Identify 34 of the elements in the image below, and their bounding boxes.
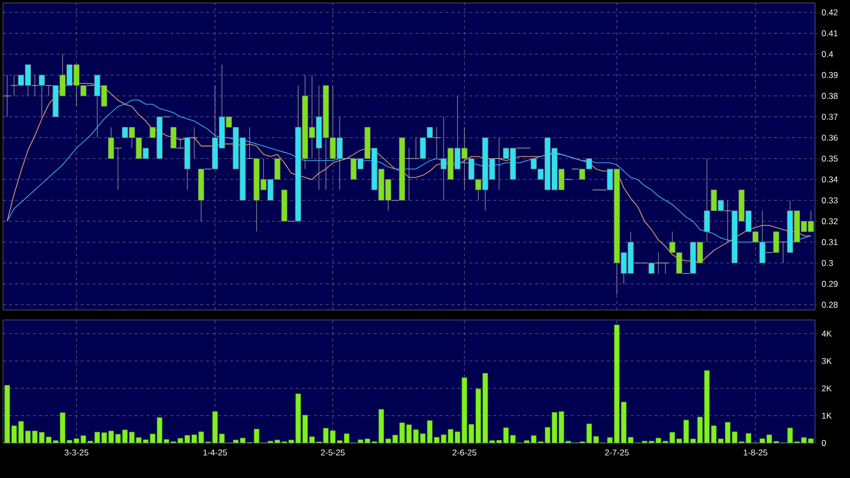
y-tick-label: 0.39 (822, 72, 838, 78)
y-tick-label: 0.37 (822, 114, 838, 120)
candlestick (31, 74, 39, 96)
candlestick (779, 242, 787, 264)
y-tick-label: 0.38 (822, 92, 838, 99)
candlestick (170, 127, 176, 148)
candlestick (648, 262, 655, 274)
y-tick-label: 0.34 (822, 176, 838, 182)
y-tick-label: 1K (822, 412, 832, 419)
y-tick-label: 0.29 (822, 280, 838, 287)
x-tick-label: 2-6-25 (452, 450, 476, 456)
y-tick-label: 0.32 (822, 218, 838, 224)
y-tick-label: 0.3 (822, 260, 833, 266)
y-tick-label: 0.35 (822, 156, 838, 162)
x-tick-label: 3-3-25 (64, 450, 88, 456)
candlestick (114, 148, 122, 190)
y-tick-label: 0.33 (822, 197, 838, 204)
y-tick-label: 2K (822, 385, 832, 392)
candlestick (495, 137, 503, 190)
x-tick-label: 2-7-25 (605, 450, 629, 456)
x-tick-label: 2-5-25 (320, 450, 345, 456)
y-tick-label: 0.41 (822, 30, 838, 36)
candlestick (176, 137, 184, 149)
x-tick-label: 1-4-25 (203, 450, 227, 456)
y-tick-label: 0.36 (822, 134, 838, 141)
y-tick-label: 0.28 (822, 302, 838, 308)
y-tick-label: 0.42 (822, 9, 838, 16)
y-tick-label: 0 (822, 440, 826, 446)
x-tick-label: 1-8-25 (744, 450, 768, 456)
y-tick-label: 0.4 (822, 51, 834, 58)
y-tick-label: 3K (822, 358, 832, 364)
y-tick-label: 0.31 (822, 239, 838, 246)
y-tick-label: 4K (822, 330, 832, 337)
candlestick (10, 74, 18, 96)
